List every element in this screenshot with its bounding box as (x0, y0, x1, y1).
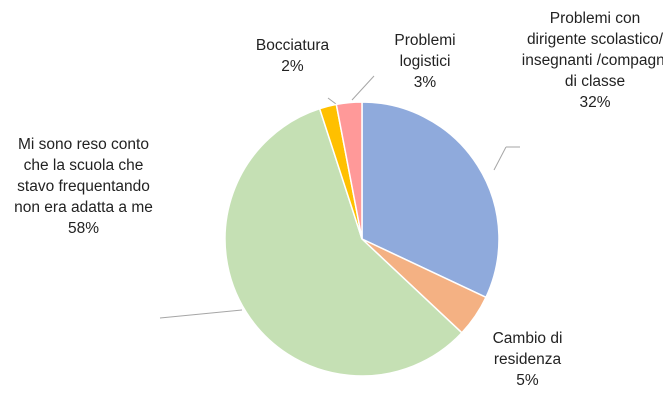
value-label: 32% (579, 94, 611, 111)
slice-label: Cambio di residenza 5% (470, 328, 585, 391)
leader-line (327, 97, 337, 105)
slice-label: Mi sono reso conto che la scuola che sta… (6, 134, 161, 239)
pie-slice (335, 101, 363, 240)
pie-slice (361, 101, 500, 299)
category-label: Problemi con dirigente scolastico/ inseg… (521, 10, 663, 90)
value-label: 2% (281, 58, 304, 75)
value-label: 3% (413, 74, 437, 91)
category-label: Bocciatura (255, 37, 330, 54)
leader-line (493, 146, 507, 171)
slice-label: Problemi con dirigente scolastico/ inseg… (520, 8, 663, 113)
leader-line (159, 309, 243, 319)
slice-label: Problemi logistici 3% (370, 30, 480, 93)
value-label: 58% (67, 220, 100, 237)
category-label: Cambio di residenza (492, 330, 563, 368)
pie-slice (224, 107, 463, 377)
category-label: Mi sono reso conto che la scuola che sta… (14, 136, 153, 216)
leader-line (351, 75, 375, 101)
value-label: 5% (516, 372, 539, 389)
slice-label: Bocciatura 2% (240, 35, 345, 77)
category-label: Problemi logistici (394, 32, 456, 70)
